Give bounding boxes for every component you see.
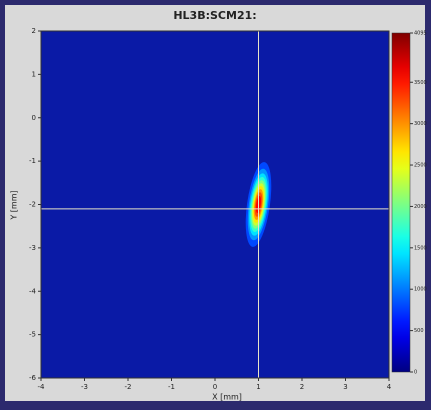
colorbar-tick-label: 3000 xyxy=(414,121,427,127)
colorbar-tick-label: 1500 xyxy=(414,245,427,251)
y-tick-label: -6 xyxy=(29,374,37,382)
y-tick-label: -2 xyxy=(29,201,36,209)
colorbar-tick-label: 1000 xyxy=(414,287,427,293)
plot-area xyxy=(41,31,389,378)
y-tick-label: 1 xyxy=(32,70,36,78)
x-tick-label: 0 xyxy=(213,383,217,391)
colorbar xyxy=(392,33,410,372)
x-axis-label: X [mm] xyxy=(212,393,242,402)
colorbar-tick-label: 4095 xyxy=(414,31,427,37)
colorbar-tick-label: 3500 xyxy=(414,80,427,86)
y-axis-label: Y [mm] xyxy=(10,190,19,220)
x-tick-label: 4 xyxy=(387,383,392,391)
x-tick-label: 3 xyxy=(343,383,347,391)
page: HL3B:SCM21: X [mm] Y [mm] -4 -3 -2 -1 0 1 2 3 4 -… xyxy=(0,0,431,406)
x-tick-label: 2 xyxy=(300,383,304,391)
x-tick-label: -4 xyxy=(38,383,46,391)
x-tick-label: -2 xyxy=(125,383,132,391)
y-tick-label: -4 xyxy=(29,287,37,295)
colorbar-tick-label: 2500 xyxy=(414,163,427,169)
y-tick-label: -5 xyxy=(29,331,36,339)
chart-title: HL3B:SCM21: xyxy=(173,9,256,22)
colorbar-tick-label: 0 xyxy=(414,370,417,376)
x-tick-label: -1 xyxy=(168,383,175,391)
chart: HL3B:SCM21: X [mm] Y [mm] -4 -3 -2 -1 0 1 2 3 4 -… xyxy=(0,0,431,406)
y-tick-label: 2 xyxy=(32,27,36,35)
x-tick-label: -3 xyxy=(81,383,88,391)
y-tick-label: -3 xyxy=(29,244,36,252)
y-tick-label: -1 xyxy=(29,157,36,165)
colorbar-tick-label: 500 xyxy=(414,328,424,334)
colorbar-tick-label: 2000 xyxy=(414,204,427,210)
x-tick-label: 1 xyxy=(256,383,260,391)
y-tick-label: 0 xyxy=(32,114,36,122)
